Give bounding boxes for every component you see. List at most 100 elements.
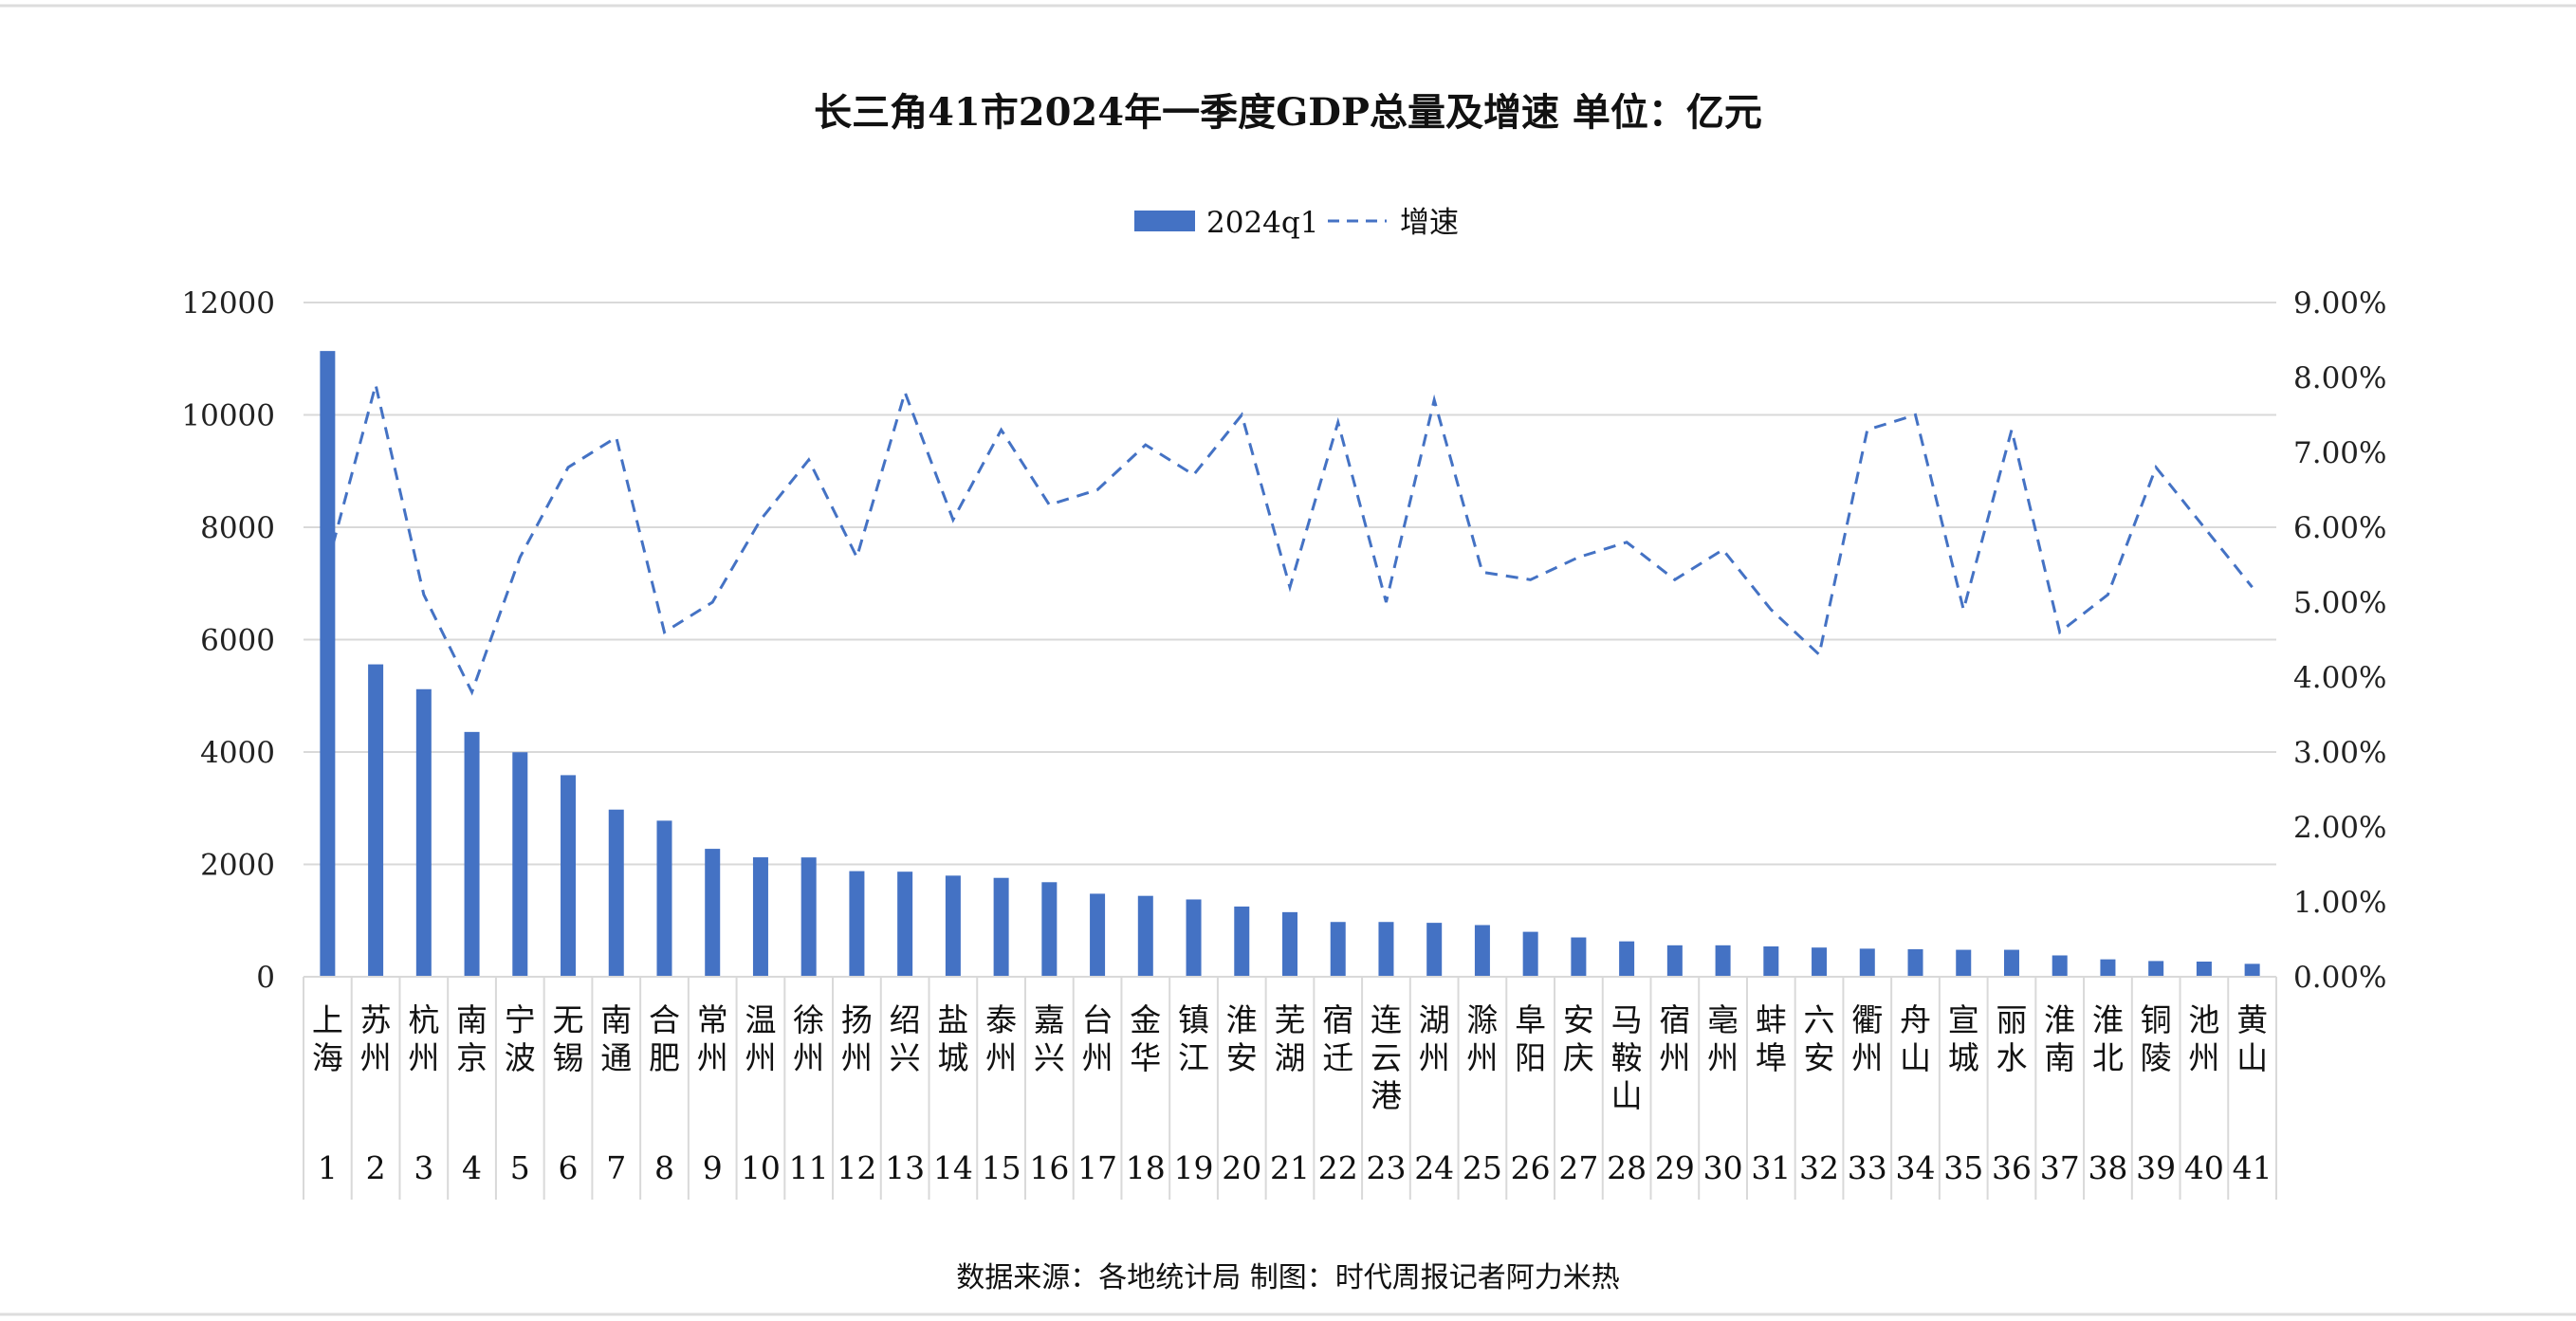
category-label: 宿 [1659, 1001, 1690, 1038]
bar-衢州 [1859, 948, 1875, 977]
rank-label: 35 [1943, 1149, 1983, 1186]
category-label: 埠 [1756, 1039, 1787, 1076]
category-label: 州 [985, 1039, 1017, 1076]
rank-label: 36 [1992, 1149, 2032, 1186]
category-label: 连 [1371, 1001, 1402, 1038]
category-label: 池 [2188, 1001, 2219, 1038]
category-label: 安 [1226, 1039, 1258, 1076]
bar-南通 [608, 809, 624, 977]
category-label: 南 [456, 1001, 488, 1038]
y-tick-label: 2000 [200, 849, 275, 883]
category-label: 江 [1178, 1039, 1209, 1076]
category-label: 宿 [1322, 1001, 1353, 1038]
category-label: 金 [1130, 1001, 1161, 1038]
category-label: 山 [1900, 1039, 1931, 1076]
category-label: 淮 [2044, 1001, 2075, 1038]
bar-镇江 [1186, 899, 1202, 977]
category-label: 苏 [360, 1001, 392, 1038]
category-label: 杭 [408, 1001, 439, 1038]
category-label: 京 [456, 1039, 488, 1076]
bar-无锡 [561, 775, 577, 977]
category-label: 丽 [1996, 1001, 2027, 1038]
y2-tick-label: 5.00% [2293, 586, 2386, 620]
category-label: 台 [1082, 1001, 1113, 1038]
bar-滁州 [1474, 925, 1490, 977]
y2-tick-label: 6.00% [2293, 511, 2386, 545]
bar-扬州 [849, 871, 865, 977]
category-label: 阳 [1515, 1039, 1546, 1076]
category-label: 常 [697, 1001, 728, 1038]
bar-合肥 [656, 820, 672, 977]
category-label: 州 [793, 1039, 824, 1076]
y-tick-label: 6000 [200, 624, 275, 658]
category-label: 海 [312, 1039, 343, 1076]
bar-徐州 [800, 857, 817, 977]
category-label: 城 [1948, 1039, 1979, 1076]
chart-source: 数据来源：各地统计局 制图：时代周报记者阿力米热 [956, 1261, 1620, 1294]
category-label: 嘉 [1034, 1001, 1065, 1038]
category-label: 华 [1130, 1039, 1161, 1076]
category-label: 南 [2044, 1039, 2075, 1076]
category-label: 湖 [1419, 1001, 1450, 1038]
bar-金华 [1137, 895, 1153, 977]
bar-宿州 [1666, 945, 1683, 977]
rank-label: 37 [2040, 1149, 2080, 1186]
category-label: 温 [745, 1001, 776, 1038]
category-label: 无 [553, 1001, 584, 1038]
bar-杭州 [415, 688, 432, 977]
y-tick-label: 0 [256, 961, 275, 995]
category-label: 州 [745, 1039, 776, 1076]
legend-line-label: 增速 [1400, 206, 1459, 240]
category-label: 安 [1563, 1001, 1594, 1038]
y2-tick-label: 0.00% [2293, 961, 2386, 995]
category-label: 州 [2188, 1039, 2219, 1076]
category-label: 州 [1851, 1039, 1883, 1076]
y2-tick-label: 3.00% [2293, 736, 2386, 770]
category-label: 陵 [2141, 1039, 2172, 1076]
category-label: 安 [1804, 1039, 1835, 1076]
category-label: 州 [1419, 1039, 1450, 1076]
category-label: 州 [841, 1039, 873, 1076]
bar-台州 [1090, 893, 1106, 977]
bar-六安 [1812, 947, 1828, 977]
bar-泰州 [993, 877, 1009, 977]
rank-label: 1 [318, 1149, 338, 1186]
category-label: 迁 [1322, 1039, 1353, 1076]
y-tick-label: 10000 [181, 399, 275, 433]
bar-安庆 [1571, 937, 1587, 977]
rank-label: 2 [366, 1149, 386, 1186]
y-tick-label: 12000 [181, 286, 275, 321]
category-label: 舟 [1900, 1001, 1931, 1038]
category-label: 镇 [1178, 1001, 1209, 1038]
bar-宣城 [1956, 949, 1972, 977]
bar-铜陵 [2148, 961, 2164, 977]
rank-label: 27 [1558, 1149, 1598, 1186]
rank-label: 3 [414, 1149, 433, 1186]
category-label: 黄 [2236, 1001, 2268, 1038]
rank-label: 31 [1751, 1149, 1791, 1186]
rank-label: 20 [1222, 1149, 1261, 1186]
bar-舟山 [1907, 948, 1923, 977]
category-label: 上 [312, 1001, 343, 1038]
category-label: 鞍 [1611, 1039, 1643, 1076]
y2-tick-label: 4.00% [2293, 661, 2386, 695]
bar-马鞍山 [1619, 941, 1635, 977]
growth-line [325, 384, 2254, 696]
category-label: 铜 [2141, 1001, 2172, 1038]
category-label: 山 [1611, 1077, 1643, 1114]
category-label: 合 [649, 1001, 680, 1038]
category-label: 山 [2236, 1039, 2268, 1076]
bar-温州 [752, 857, 768, 977]
rank-label: 7 [606, 1149, 626, 1186]
category-label: 州 [1707, 1039, 1739, 1076]
rank-label: 17 [1077, 1149, 1117, 1186]
rank-label: 26 [1511, 1149, 1551, 1186]
category-label: 滁 [1466, 1001, 1498, 1038]
category-label: 盐 [937, 1001, 968, 1038]
rank-label: 40 [2184, 1149, 2224, 1186]
rank-label: 5 [510, 1149, 530, 1186]
category-label: 淮 [2092, 1001, 2124, 1038]
rank-label: 18 [1126, 1149, 1166, 1186]
category-label: 庆 [1563, 1039, 1594, 1076]
category-label: 北 [2092, 1039, 2124, 1076]
